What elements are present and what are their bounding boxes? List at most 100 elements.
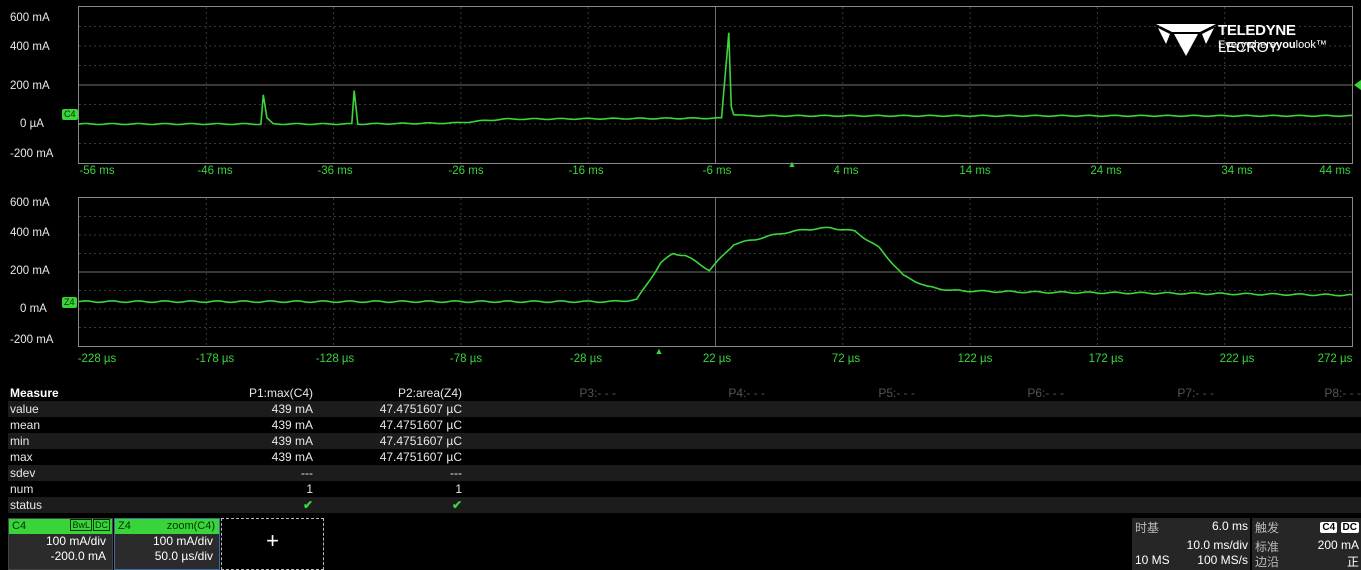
- measure-row-max: max 439 mA 47.4751607 µC: [8, 449, 1361, 465]
- z4-zoom-descriptor[interactable]: Z4 zoom(C4) 100 mA/div 50.0 µs/div: [114, 518, 220, 570]
- trigger-coupling-badge: DC: [1340, 522, 1359, 533]
- measure-p2-cell: 1: [455, 482, 462, 496]
- measure-table[interactable]: Measure P1:max(C4) P2:area(Z4) P3:- - - …: [8, 385, 1361, 513]
- x-tick-label: 34 ms: [1221, 165, 1253, 177]
- measure-row-status: status ✔ ✔: [8, 497, 1361, 513]
- z4-descriptor-header: Z4 zoom(C4): [115, 519, 219, 534]
- x-tick-label: 14 ms: [959, 165, 991, 177]
- measure-p2-header[interactable]: P2:area(Z4): [397, 386, 462, 400]
- measure-row-min: min 439 mA 47.4751607 µC: [8, 433, 1361, 449]
- trigger-level: 200 mA: [1317, 538, 1359, 552]
- trigger-descriptor[interactable]: 触发 C4 DC 标准 200 mA 边沿 正: [1252, 518, 1361, 570]
- top-y-label-400: 400 mA: [10, 41, 50, 53]
- x-tick-label: -46 ms: [197, 165, 233, 177]
- zoom-y-label-400: 400 mA: [10, 227, 50, 239]
- measure-p1-header[interactable]: P1:max(C4): [248, 386, 313, 400]
- c4-bwl-flag: BwL: [70, 519, 92, 531]
- z4-tdiv: 50.0 µs/div: [154, 549, 213, 563]
- z4-name: Z4: [118, 520, 131, 532]
- x-tick-label: -36 ms: [317, 165, 353, 177]
- measure-p7-header[interactable]: P7:- - -: [1177, 386, 1214, 400]
- logo-brand-text: TELEDYNE LECROY: [1218, 22, 1296, 56]
- measure-p4-header[interactable]: P4:- - -: [728, 386, 765, 400]
- teledyne-logo-icon: [1156, 24, 1216, 56]
- measure-p6-header[interactable]: P6:- - -: [1027, 386, 1064, 400]
- c4-waveform-trace: [79, 32, 1352, 126]
- teledyne-lecroy-logo: TELEDYNE LECROY Everywhereyoulook™: [1156, 22, 1356, 62]
- measure-row-sdev: sdev --- ---: [8, 465, 1361, 481]
- trigger-type: 边沿: [1255, 555, 1280, 569]
- measure-p2-cell: 47.4751607 µC: [379, 434, 462, 448]
- x-tick-label: 24 ms: [1090, 165, 1122, 177]
- measure-p2-cell: 47.4751607 µC: [379, 402, 462, 416]
- measure-p1-cell: ---: [301, 466, 313, 480]
- c4-descriptor-header: C4 BwL DC: [9, 519, 112, 534]
- measure-p2-cell: ---: [450, 466, 462, 480]
- x-tick-label: -128 µs: [315, 353, 355, 365]
- measure-p5-header[interactable]: P5:- - -: [878, 386, 915, 400]
- zoom-y-label-600: 600 mA: [10, 197, 50, 209]
- timebase-label: 时基: [1135, 521, 1160, 535]
- descriptor-bar: C4 BwL DC 100 mA/div -200.0 mA Z4 zoom(C4…: [0, 518, 1361, 570]
- trigger-label: 触发: [1255, 521, 1280, 535]
- trigger-mode: 标准: [1255, 540, 1280, 554]
- measure-p1-cell: 439 mA: [271, 450, 313, 464]
- measure-title: Measure: [10, 386, 59, 400]
- zoom-waveform-trace: [79, 226, 1352, 304]
- measure-row-mean: mean 439 mA 47.4751607 µC: [8, 417, 1361, 433]
- top-channel-tag[interactable]: C4: [62, 109, 78, 120]
- x-tick-label: 72 µs: [831, 353, 861, 365]
- x-tick-label: -6 ms: [702, 165, 732, 177]
- measure-p3-header[interactable]: P3:- - -: [579, 386, 616, 400]
- x-tick-label: -56 ms: [79, 165, 115, 177]
- zoom-y-label-m200: -200 mA: [10, 334, 54, 346]
- x-tick-label: 222 µs: [1219, 353, 1255, 365]
- zoom-y-label-0: 0 mA: [20, 303, 47, 315]
- zoom-channel-tag[interactable]: Z4: [62, 297, 77, 308]
- x-tick-label: -228 µs: [77, 353, 117, 365]
- top-y-label-200: 200 mA: [10, 80, 50, 92]
- top-y-label-600: 600 mA: [10, 12, 50, 24]
- top-waveform-grid[interactable]: [78, 6, 1353, 164]
- trigger-level-marker[interactable]: [1354, 80, 1361, 90]
- zoom-y-label-200: 200 mA: [10, 265, 50, 277]
- c4-channel-descriptor[interactable]: C4 BwL DC 100 mA/div -200.0 mA: [8, 518, 113, 570]
- measure-row-label: value: [10, 402, 39, 416]
- top-trigger-marker: ▲: [787, 159, 797, 169]
- measure-p8-header[interactable]: P8:- - -: [1324, 386, 1361, 400]
- zoom-trigger-marker: ▲: [654, 346, 664, 356]
- x-tick-label: -26 ms: [448, 165, 484, 177]
- x-tick-label: -28 µs: [569, 353, 603, 365]
- add-trace-button[interactable]: +: [221, 518, 324, 570]
- c4-dc-flag: DC: [93, 519, 110, 531]
- measure-row-num: num 1 1: [8, 481, 1361, 497]
- trigger-source-badge: C4: [1320, 522, 1338, 533]
- measure-p1-cell: 439 mA: [271, 434, 313, 448]
- measure-p1-cell: 439 mA: [271, 402, 313, 416]
- top-y-label-0: 0 µA: [20, 118, 44, 130]
- x-tick-label: 22 µs: [702, 353, 732, 365]
- x-tick-label: -16 ms: [568, 165, 604, 177]
- zoom-waveform-grid[interactable]: [78, 197, 1353, 347]
- measure-p1-cell: 1: [306, 482, 313, 496]
- x-tick-label: 172 µs: [1088, 353, 1124, 365]
- measure-row-label: min: [10, 434, 30, 448]
- c4-name: C4: [12, 520, 27, 532]
- timebase-tdiv: 10.0 ms/div: [1186, 538, 1248, 552]
- measure-header-row: Measure P1:max(C4) P2:area(Z4) P3:- - - …: [8, 385, 1361, 401]
- c4-offset: -200.0 mA: [50, 549, 106, 563]
- measure-p1-cell: 439 mA: [271, 418, 313, 432]
- zoom-waveform-svg: [79, 198, 1352, 346]
- timebase-sample-rate: 100 MS/s: [1197, 553, 1248, 567]
- z4-source: zoom(C4): [166, 520, 215, 532]
- x-tick-label: 4 ms: [833, 165, 859, 177]
- x-tick-label: -178 µs: [195, 353, 235, 365]
- measure-p2-cell: 47.4751607 µC: [379, 418, 462, 432]
- x-tick-label: -78 µs: [449, 353, 483, 365]
- timebase-delay: 6.0 ms: [1211, 519, 1248, 533]
- x-tick-label: 272 µs: [1317, 353, 1353, 365]
- status-check-icon: ✔: [302, 498, 313, 512]
- measure-row-value: value 439 mA 47.4751607 µC: [8, 401, 1361, 417]
- top-y-label-m200: -200 mA: [10, 148, 54, 160]
- timebase-descriptor[interactable]: 时基 6.0 ms 10.0 ms/div 10 MS 100 MS/s: [1132, 518, 1250, 570]
